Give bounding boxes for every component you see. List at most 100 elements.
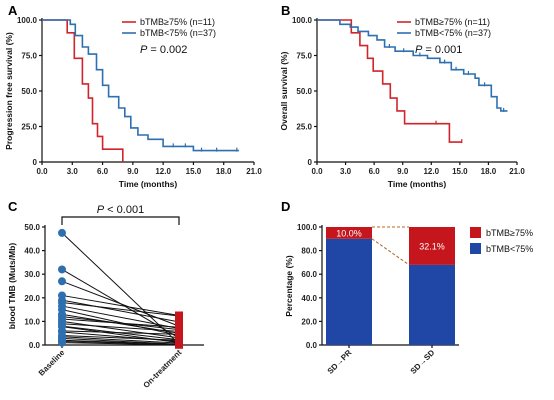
panel-B-x-axis-label: Time (months): [388, 179, 447, 189]
panel-C-pair-line: [61, 336, 180, 344]
panel-C-pair-line: [61, 305, 180, 329]
panel-C-pair-line: [61, 342, 180, 346]
panel-C-significance-bracket: [61, 216, 180, 225]
panel-A-p-value: P = 0.002: [140, 44, 187, 56]
panel-A-y-tick-label: 75.0: [21, 52, 37, 61]
panel-A-y-tick-label: 50.0: [21, 87, 37, 96]
panel-D-bar-segment: [409, 264, 455, 345]
panel-C: C 0.0 10.0 20.0 30.0 40.0 50.0 blood TMB (Muts/…: [7, 199, 204, 390]
panel-C-pair-line: [61, 318, 180, 328]
panel-A-x-tick-label: 15.0: [186, 167, 202, 176]
panel-D-bar-segment: [409, 227, 455, 265]
panel-B-x-tick-label: 9.0: [397, 167, 409, 176]
panel-B-y-tick-label: 25.0: [296, 123, 312, 132]
panel-C-y-tick-label: 0.0: [29, 341, 41, 350]
panel-D-y-tick-label: 60.0: [301, 270, 317, 279]
panel-D-bar-segment: [326, 238, 372, 345]
panel-B-x-tick-label: 3.0: [340, 167, 352, 176]
panel-D-y-tick-label: 40.0: [301, 294, 317, 303]
panel-A-y-tick-label: 0: [33, 158, 38, 167]
panel-C-on-treatment-point: [175, 311, 183, 320]
panel-B-series-line-1: [317, 19, 462, 143]
panel-B: B 0 25.0 50.0 75.0 100.0 Overall survival (%) 0…: [279, 3, 525, 189]
panel-B-y-tick-label: 50.0: [296, 87, 312, 96]
panel-B-x-tick-label: 6.0: [369, 167, 381, 176]
panel-C-pair-line: [61, 335, 180, 341]
panel-B-x-tick-label: 21.0: [509, 167, 525, 176]
panel-A-y-tick-label: 100.0: [17, 16, 38, 25]
panel-C-y-tick-label: 50.0: [24, 223, 40, 232]
panel-C-baseline-point: [58, 265, 66, 274]
panel-C-pair-line: [61, 323, 180, 332]
panel-A-x-tick-label: 6.0: [97, 167, 109, 176]
panel-B-y-axis-label: Overall survival (%): [279, 51, 289, 130]
panel-D-legend-label: bTMB≥75%: [486, 228, 533, 238]
panel-A-x-tick-label: 0.0: [36, 167, 48, 176]
panel-label-B: B: [281, 3, 290, 18]
panel-C-baseline-point: [58, 338, 66, 347]
panel-A-x-tick-label: 21.0: [246, 167, 262, 176]
panel-A-x-axis-label: Time (months): [119, 179, 178, 189]
panel-C-on-treatment-point: [175, 317, 183, 326]
panel-D-y-tick-label: 20.0: [301, 317, 317, 326]
panel-B-x-tick-label: 12.0: [423, 167, 439, 176]
panel-label-D: D: [281, 199, 290, 214]
panel-C-y-tick-label: 10.0: [24, 317, 40, 326]
panel-D-connector: [371, 238, 410, 266]
panel-C-category-label: Baseline: [37, 348, 67, 378]
panel-B-legend-label: bTMB<75% (n=37): [415, 28, 491, 38]
panel-C-y-tick-label: 20.0: [24, 294, 40, 303]
panel-A-y-axis-label: Progression free survival (%): [4, 32, 14, 150]
panel-D-y-axis-label: Percentage (%): [284, 255, 294, 317]
panel-D-y-tick-label: 0.0: [306, 341, 318, 350]
panel-D-y-tick-label: 80.0: [301, 247, 317, 256]
panel-A-x-tick-label: 3.0: [67, 167, 79, 176]
panel-A-legend-label: bTMB≥75% (n=11): [140, 17, 215, 27]
panel-A-legend-label: bTMB<75% (n=37): [140, 28, 216, 38]
panel-D-legend-swatch: [470, 227, 481, 238]
panel-D-category-label: SD→PR: [326, 348, 354, 376]
panel-C-y-tick-label: 30.0: [24, 270, 40, 279]
panel-A-x-tick-label: 18.0: [216, 167, 232, 176]
panel-B-p-value: P = 0.001: [415, 44, 462, 56]
panel-C-pair-line: [61, 309, 180, 337]
panel-label-A: A: [8, 3, 18, 18]
panel-C-on-treatment-point: [175, 340, 183, 349]
panel-C-pair-line: [61, 320, 180, 339]
panel-D-legend-swatch: [470, 243, 481, 254]
panel-D-data-label: 32.1%: [419, 241, 445, 251]
panel-B-x-tick-label: 15.0: [452, 167, 468, 176]
panel-D-category-label: SD→SD: [409, 348, 437, 376]
panel-C-pair-line: [61, 330, 180, 335]
panel-D-data-label: 10.0%: [336, 228, 362, 238]
panel-D: D 0.0 20.0 40.0 60.0 80.0 100.0 Percentage (%) 1…: [281, 199, 533, 376]
panel-A-x-tick-label: 9.0: [127, 167, 139, 176]
panel-B-y-tick-label: 0: [308, 158, 313, 167]
panel-C-pair-line: [61, 294, 180, 316]
panel-C-pair-line: [61, 299, 180, 323]
panel-A-series-line-1: [42, 19, 124, 162]
panel-C-category-label: On-treatment: [142, 348, 184, 390]
panel-B-x-tick-label: 18.0: [481, 167, 497, 176]
panel-C-pair-line: [61, 340, 180, 345]
panel-C-on-treatment-point: [175, 323, 183, 332]
panel-C-pair-line: [61, 337, 180, 345]
panel-label-C: C: [8, 199, 18, 214]
panel-C-baseline-point: [58, 228, 66, 237]
panel-D-y-tick-label: 100.0: [297, 223, 318, 232]
panel-C-on-treatment-point: [175, 330, 183, 339]
panel-C-y-axis-label: blood TMB (Muts/Mb): [7, 243, 17, 330]
panel-C-pair-line: [61, 302, 180, 317]
panel-A-x-tick-label: 12.0: [155, 167, 171, 176]
panel-B-series-line-2: [317, 19, 508, 112]
panel-B-y-tick-label: 100.0: [292, 16, 313, 25]
panel-C-pair-line: [61, 232, 180, 345]
panel-D-legend-label: bTMB<75%: [486, 244, 533, 254]
panel-A-series-line-2: [42, 19, 239, 152]
panel-C-baseline-point: [58, 277, 66, 286]
panel-D-bar-segment: [326, 227, 372, 239]
panel-B-x-tick-label: 0.0: [311, 167, 323, 176]
panel-C-y-tick-label: 40.0: [24, 247, 40, 256]
